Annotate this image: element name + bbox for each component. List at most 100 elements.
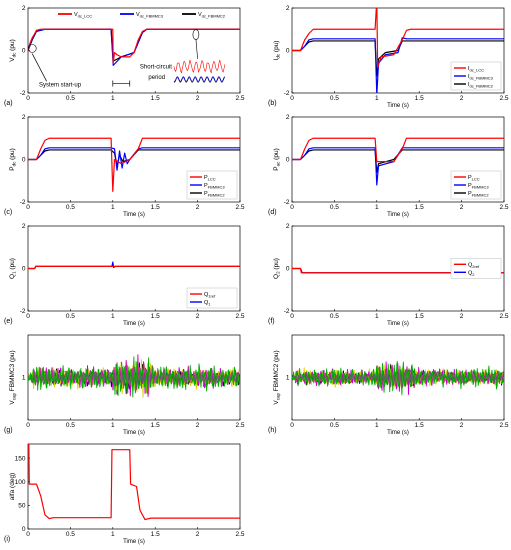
y-tick-label: 0	[286, 266, 290, 273]
x-axis-label: Time (s)	[387, 321, 409, 327]
series-line-LCC	[28, 137, 240, 192]
y-tick-label: 2	[286, 5, 290, 12]
plot-area	[27, 443, 241, 530]
legend-entry: Vdc_FBMMC3	[136, 12, 164, 19]
x-axis-label: Time (s)	[387, 212, 409, 218]
x-tick-label: 0	[26, 204, 30, 211]
y-tick-label: 0	[22, 157, 26, 164]
y-tick-label: 100	[15, 479, 26, 486]
panel-label: (e)	[4, 318, 13, 325]
x-tick-label: 1.5	[151, 95, 160, 102]
y-tick-label: 2	[286, 223, 290, 230]
y-axis-label: Vdc (pu)	[9, 39, 17, 61]
series-line-green	[28, 356, 240, 398]
x-tick-label: 1.5	[151, 204, 160, 211]
panel-label: (b)	[268, 100, 277, 107]
y-axis-label: Pdc (pu)	[9, 148, 17, 170]
legend-entry: PLCC	[204, 175, 216, 182]
legend-entry: Q1	[204, 300, 211, 307]
legend-entry: PFBMMC3	[204, 183, 225, 190]
annotation-text: System start-up	[39, 83, 82, 89]
y-tick-label: 0	[286, 48, 290, 55]
x-tick-label: 1.5	[415, 204, 424, 211]
y-tick-label: 0	[22, 48, 26, 55]
legend-entry: Idc_FBMMC3	[468, 74, 494, 81]
x-tick-label: 0	[290, 95, 294, 102]
panel-label: (f)	[268, 318, 275, 325]
y-tick-label: -2	[20, 199, 26, 206]
legend-entry: PLCC	[468, 175, 480, 182]
legend-entry: PFBMMC2	[468, 191, 489, 198]
legend-entry: Q1ref	[204, 292, 216, 299]
x-tick-label: 2.5	[235, 95, 244, 102]
x-tick-label: 2	[460, 204, 464, 211]
x-tick-label: 2	[196, 313, 200, 320]
x-tick-label: 1.5	[151, 422, 160, 429]
x-tick-label: 0	[290, 313, 294, 320]
x-axis-label: Time (s)	[387, 430, 409, 436]
x-tick-label: 0	[26, 531, 30, 538]
y-tick-label: 0	[286, 157, 290, 164]
panel-label: (d)	[268, 209, 277, 216]
x-tick-label: 0.5	[66, 313, 75, 320]
y-tick-label: 50	[18, 503, 26, 510]
legend-entry: Q2ref	[468, 262, 480, 269]
x-tick-label: 2	[196, 422, 200, 429]
x-tick-label: 1	[375, 422, 379, 429]
y-tick-label: 2	[22, 223, 26, 230]
x-tick-label: 0	[290, 422, 294, 429]
series-line-red	[28, 444, 240, 521]
y-tick-label: 0	[22, 266, 26, 273]
y-tick-label: -2	[284, 199, 290, 206]
y-tick-label: -2	[20, 308, 26, 315]
x-tick-label: 0	[26, 313, 30, 320]
series-line-dc_LCC	[28, 28, 240, 64]
y-tick-label: 150	[15, 455, 26, 462]
legend-entry: PFBMMC3	[468, 183, 489, 190]
x-tick-label: 2	[460, 422, 464, 429]
x-tick-label: 1.5	[151, 531, 160, 538]
x-axis-label: Time (s)	[123, 539, 145, 545]
x-tick-label: 0	[26, 95, 30, 102]
legend-entry: Idc_LCC	[468, 66, 484, 73]
x-tick-label: 1	[111, 313, 115, 320]
x-tick-label: 0.5	[66, 95, 75, 102]
x-tick-label: 2	[196, 531, 200, 538]
series-line-2ref	[292, 267, 504, 274]
x-tick-label: 1.5	[151, 313, 160, 320]
x-tick-label: 0	[290, 204, 294, 211]
x-axis-label: Time (s)	[123, 321, 145, 327]
y-axis-label: Q1 (pu)	[9, 258, 17, 279]
y-axis-label: Idc (pu)	[273, 41, 281, 61]
x-tick-label: 2.5	[499, 204, 508, 211]
y-axis-label: alfa (deg)	[9, 473, 16, 500]
y-tick-label: 1	[286, 375, 290, 382]
y-tick-label: -2	[284, 308, 290, 315]
chart-panel-h: 0 0.5 1 1.5 2 2.5 1 Time (s) Vcap FBMMC2 (pu) (h)	[268, 334, 509, 436]
x-tick-label: 1	[375, 204, 379, 211]
y-tick-label: 2	[286, 114, 290, 121]
x-tick-label: 1	[375, 313, 379, 320]
x-tick-label: 2	[460, 95, 464, 102]
legend-entry: PFBMMC2	[204, 191, 225, 198]
x-tick-label: 2.5	[235, 204, 244, 211]
chart-panel-g: 0 0.5 1 1.5 2 2.5 1 Time (s) Vcap FBMMC3 (pu) (g)	[4, 334, 245, 436]
legend-entry: Vdc_FBMMC2	[198, 12, 226, 19]
y-tick-label: -2	[284, 90, 290, 97]
series-line-dc_FBMMC3	[292, 37, 504, 93]
annotation-text: Short-circuit	[140, 65, 172, 71]
x-tick-label: 1	[111, 531, 115, 538]
y-tick-label: 0	[22, 526, 26, 533]
y-axis-label: Pac (pu)	[273, 148, 281, 170]
x-tick-label: 1.5	[415, 313, 424, 320]
y-tick-label: 2	[22, 5, 26, 12]
series-line-green	[292, 361, 504, 396]
x-tick-label: 0.5	[66, 422, 75, 429]
annotation-arrow	[31, 53, 47, 82]
x-tick-label: 2.5	[499, 313, 508, 320]
x-tick-label: 1.5	[415, 422, 424, 429]
